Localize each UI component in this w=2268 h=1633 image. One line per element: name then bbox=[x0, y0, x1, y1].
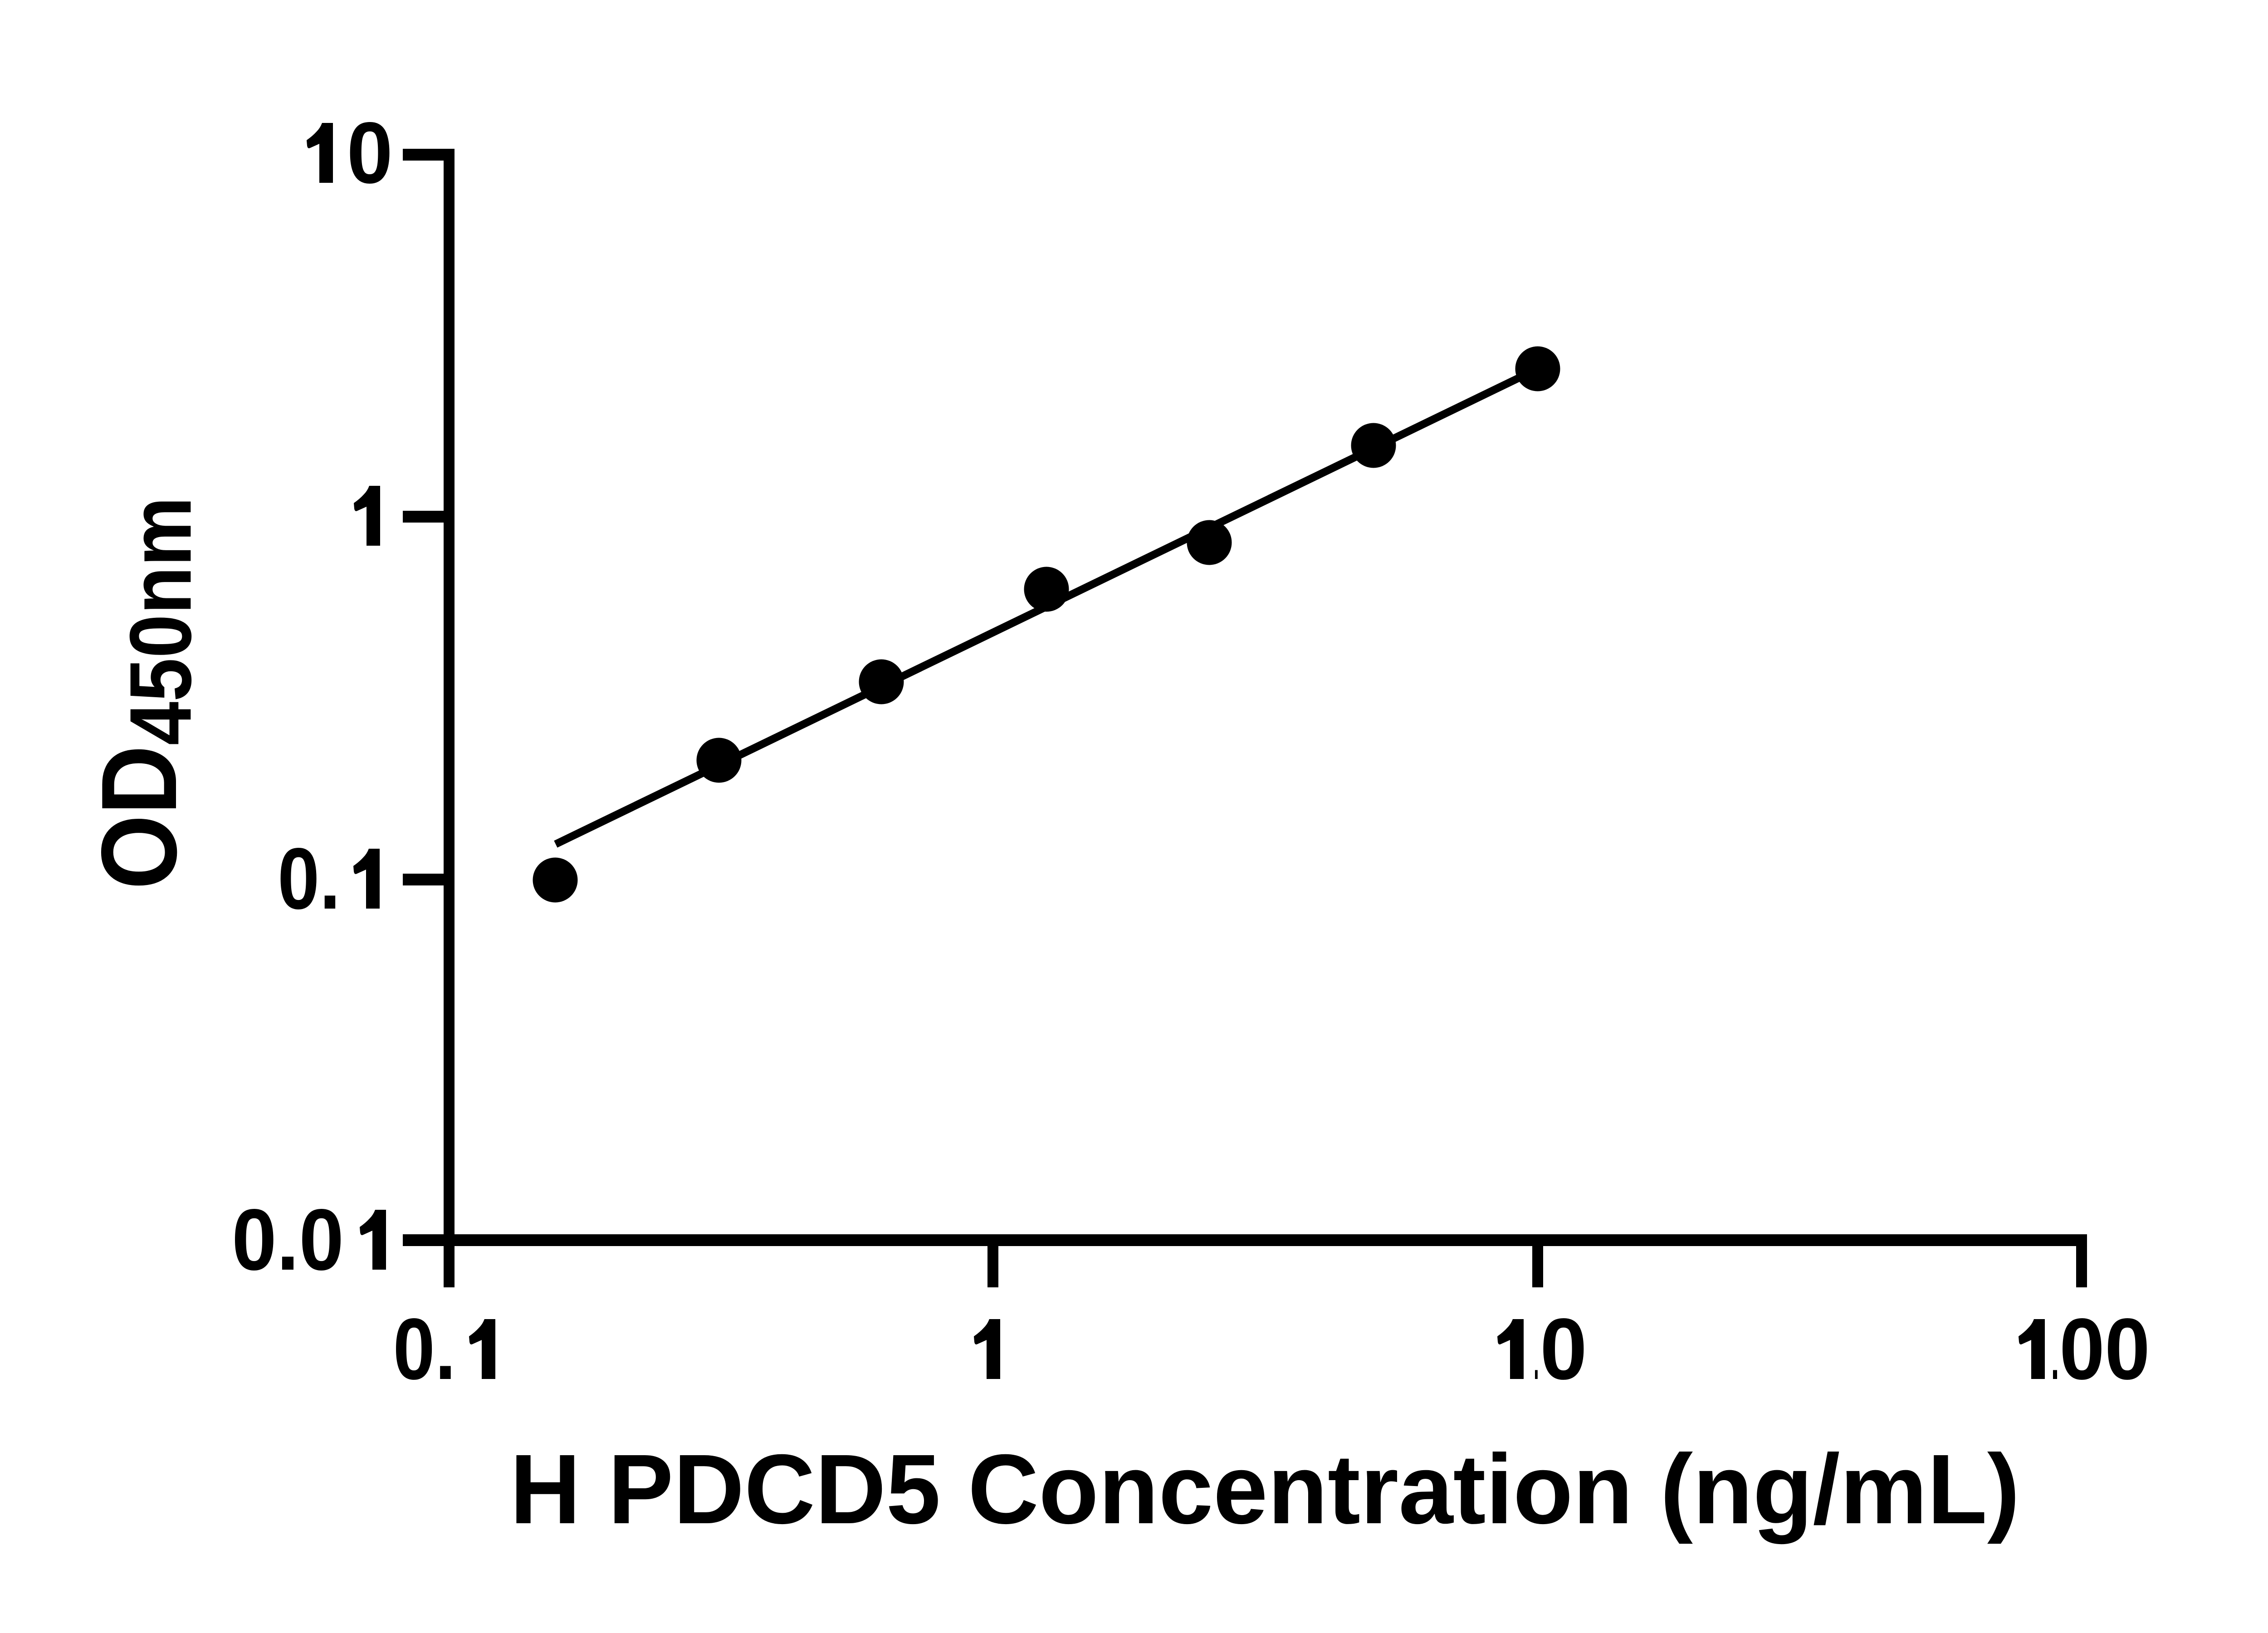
svg-text:H PDCD5 Concentration (ng/mL): H PDCD5 Concentration (ng/mL) bbox=[510, 1434, 2020, 1545]
svg-text:OD450nm: OD450nm bbox=[79, 497, 209, 890]
